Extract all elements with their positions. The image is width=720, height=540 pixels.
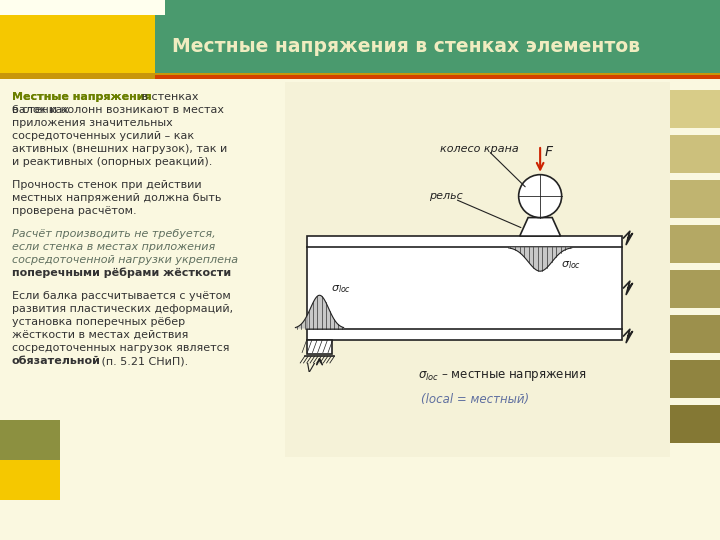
Bar — [0, 0, 165, 15]
Bar — [670, 225, 720, 263]
Text: если стенка в местах приложения: если стенка в местах приложения — [12, 242, 215, 252]
Bar — [670, 270, 720, 308]
Text: развития пластических деформаций,: развития пластических деформаций, — [12, 304, 233, 314]
Text: сосредоточенной нагрузки укреплена: сосредоточенной нагрузки укреплена — [12, 255, 238, 265]
Bar — [0, 0, 165, 75]
Bar — [0, 420, 60, 460]
Text: Расчёт производить не требуется,: Расчёт производить не требуется, — [12, 229, 215, 239]
Text: (local = местный): (local = местный) — [420, 393, 529, 406]
Text: колесо крана: колесо крана — [440, 144, 519, 154]
Bar — [0, 460, 60, 500]
Text: и реактивных (опорных реакций).: и реактивных (опорных реакций). — [12, 157, 212, 167]
Text: Прочность стенок при действии: Прочность стенок при действии — [12, 180, 202, 190]
Polygon shape — [520, 218, 561, 236]
Text: в стенках: в стенках — [138, 92, 199, 102]
Text: Если балка рассчитывается с учётом: Если балка рассчитывается с учётом — [12, 291, 230, 301]
Text: $\sigma_{loc}$ – местные напряжения: $\sigma_{loc}$ – местные напряжения — [418, 369, 586, 383]
Text: приложения значительных: приложения значительных — [12, 118, 173, 128]
Text: .: . — [210, 268, 214, 278]
Text: (п. 5.21 СНиП).: (п. 5.21 СНиП). — [98, 356, 188, 366]
Bar — [285, 82, 670, 457]
Text: проверена расчётом.: проверена расчётом. — [12, 206, 137, 216]
Bar — [307, 236, 622, 247]
Bar — [670, 90, 720, 128]
Bar — [670, 180, 720, 218]
Bar — [0, 0, 165, 30]
Text: Местные напряжения: Местные напряжения — [12, 92, 152, 102]
Text: поперечными рёбрами жёсткости: поперечными рёбрами жёсткости — [12, 268, 231, 279]
Bar — [670, 405, 720, 443]
Text: балок и колонн возникают в местах: балок и колонн возникают в местах — [12, 105, 224, 115]
Text: в стенках: в стенках — [12, 105, 69, 115]
Text: Местные напряжения в стенках элементов: Местные напряжения в стенках элементов — [172, 37, 640, 57]
Text: местных напряжений должна быть: местных напряжений должна быть — [12, 193, 221, 203]
Text: сосредоточенных нагрузок является: сосредоточенных нагрузок является — [12, 343, 230, 353]
Text: активных (внешних нагрузок), так и: активных (внешних нагрузок), так и — [12, 144, 228, 154]
Bar — [670, 315, 720, 353]
Text: рельс: рельс — [429, 191, 463, 201]
Text: Местные напряжения: Местные напряжения — [12, 92, 152, 102]
Bar — [307, 328, 622, 340]
Bar — [670, 135, 720, 173]
Text: обязательной: обязательной — [12, 356, 101, 366]
Circle shape — [518, 174, 562, 218]
Text: V: V — [305, 362, 313, 375]
Bar — [0, 73, 720, 79]
Bar — [307, 340, 333, 354]
Bar — [670, 360, 720, 398]
Bar — [307, 247, 622, 328]
Text: установка поперечных рёбер: установка поперечных рёбер — [12, 317, 185, 327]
Text: сосредоточенных усилий – как: сосредоточенных усилий – как — [12, 131, 194, 141]
Text: $\sigma_{loc}$: $\sigma_{loc}$ — [330, 284, 351, 295]
Text: F: F — [544, 145, 552, 159]
Bar — [155, 75, 720, 79]
Text: жёсткости в местах действия: жёсткости в местах действия — [12, 330, 189, 340]
Bar — [155, 0, 720, 75]
Text: $\sigma_{loc}$: $\sigma_{loc}$ — [561, 260, 580, 271]
